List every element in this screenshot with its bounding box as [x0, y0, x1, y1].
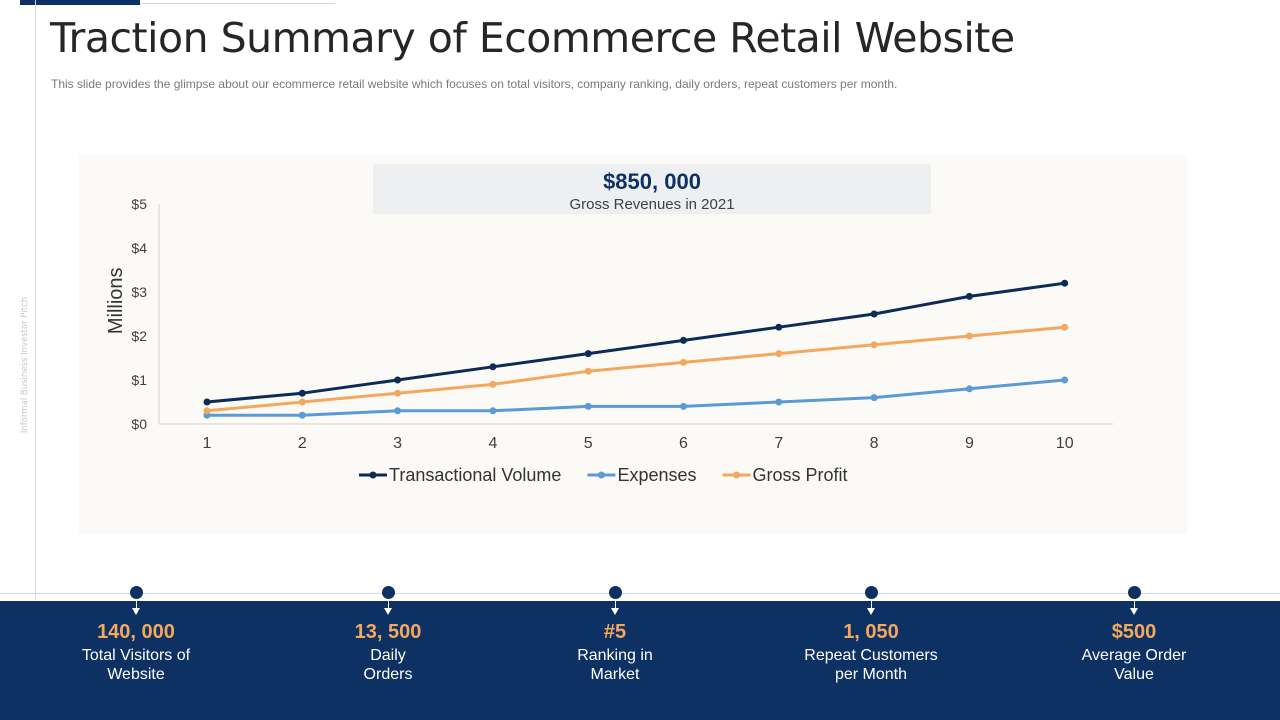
down-arrow-icon	[610, 599, 619, 616]
stats-band	[0, 601, 1280, 720]
stat-daily-orders: 13, 500 Daily Orders	[298, 586, 478, 684]
legend-label: Transactional Volume	[389, 465, 561, 485]
series-line-gross-profit	[205, 325, 1067, 413]
stat-label: Ranking in Market	[577, 647, 653, 683]
point-gross-profit	[584, 367, 592, 375]
point-gross-profit	[965, 332, 973, 340]
point-expenses	[489, 407, 497, 415]
point-transactional-volume	[584, 350, 592, 358]
point-transactional-volume	[965, 292, 973, 300]
point-gross-profit	[203, 407, 211, 415]
stat-value: 13, 500	[354, 621, 422, 643]
x-tick-label: 10	[1056, 435, 1074, 452]
x-tick-label: 3	[393, 435, 402, 452]
stat-marker-dot	[1127, 586, 1141, 599]
point-gross-profit	[775, 350, 783, 358]
down-arrow-icon	[131, 599, 140, 616]
point-expenses	[775, 398, 783, 406]
revenue-caption: Gross Revenues in 2021	[569, 196, 735, 213]
point-transactional-volume	[870, 310, 878, 318]
down-arrow-icon	[866, 599, 875, 616]
point-expenses	[1061, 376, 1069, 384]
stat-marker-dot	[381, 586, 395, 599]
legend-label: Expenses	[617, 465, 696, 485]
top-divider	[140, 3, 335, 4]
legend-marker-transactional-volume	[369, 471, 377, 479]
point-transactional-volume	[489, 363, 497, 371]
stat-average-order-value: $500 Average Order Value	[1044, 586, 1224, 684]
stat-marker-dot	[608, 586, 622, 599]
series-line-expenses	[205, 378, 1067, 417]
x-tick-label: 4	[488, 435, 497, 452]
y-tick-label: $3	[131, 284, 147, 300]
x-tick-label: 7	[774, 435, 783, 452]
point-gross-profit	[489, 380, 497, 388]
y-tick-label: $5	[131, 196, 147, 212]
down-arrow-icon	[1129, 599, 1138, 616]
stat-label: Repeat Customers per Month	[804, 647, 938, 683]
stat-market-ranking: #5 Ranking in Market	[525, 586, 705, 684]
y-tick-label: $0	[131, 416, 147, 432]
side-divider	[35, 0, 36, 600]
point-gross-profit	[394, 389, 402, 397]
x-tick-label: 6	[679, 435, 688, 452]
y-axis-title: Millions	[105, 267, 127, 334]
point-gross-profit	[870, 341, 878, 349]
point-transactional-volume	[203, 398, 211, 406]
stat-value: #5	[603, 621, 627, 643]
point-gross-profit	[680, 358, 687, 366]
revenue-highlight-box: $850, 000 Gross Revenues in 2021	[373, 164, 931, 214]
series-line-transactional-volume	[205, 281, 1067, 404]
stat-marker-dot	[864, 586, 878, 599]
point-expenses	[870, 394, 878, 402]
revenue-value: $850, 000	[603, 169, 701, 194]
down-arrow-icon	[383, 599, 392, 616]
top-accent-bar	[20, 0, 140, 5]
page-subtitle: This slide provides the glimpse about ou…	[51, 77, 898, 91]
stat-marker-dot	[129, 586, 143, 599]
legend-label: Gross Profit	[753, 465, 848, 485]
x-tick-label: 9	[965, 435, 974, 452]
point-transactional-volume	[298, 389, 306, 397]
stat-repeat-customers: 1, 050 Repeat Customers per Month	[781, 586, 961, 684]
point-gross-profit	[298, 398, 306, 406]
y-tick-label: $1	[131, 372, 147, 388]
legend-marker-expenses	[597, 471, 605, 479]
stat-total-visitors: 140, 000 Total Visitors of Website	[46, 586, 226, 684]
stat-value: 140, 000	[97, 621, 175, 643]
stat-label: Daily Orders	[363, 647, 413, 683]
point-expenses	[680, 402, 687, 410]
chart-panel	[79, 155, 1187, 534]
stats-divider	[0, 593, 1280, 594]
point-transactional-volume	[775, 323, 783, 331]
point-transactional-volume	[394, 376, 402, 384]
x-tick-label: 5	[584, 435, 593, 452]
page-title: Traction Summary of Ecommerce Retail Web…	[50, 14, 1015, 62]
point-expenses	[394, 407, 402, 415]
y-tick-label: $2	[131, 328, 147, 344]
point-transactional-volume	[1061, 279, 1069, 287]
point-expenses	[965, 385, 973, 393]
stat-value: 1, 050	[843, 621, 899, 643]
point-gross-profit	[1061, 323, 1069, 331]
x-tick-label: 2	[298, 435, 307, 452]
legend-marker-gross-profit	[733, 471, 740, 479]
point-transactional-volume	[680, 336, 687, 344]
point-expenses	[584, 402, 592, 410]
x-tick-label: 8	[870, 435, 879, 452]
stat-label: Total Visitors of Website	[81, 647, 191, 683]
stat-label: Average Order Value	[1081, 647, 1187, 683]
stat-value: $500	[1111, 621, 1157, 643]
x-tick-label: 1	[203, 435, 212, 452]
y-tick-label: $4	[131, 240, 147, 256]
point-expenses	[298, 411, 306, 419]
